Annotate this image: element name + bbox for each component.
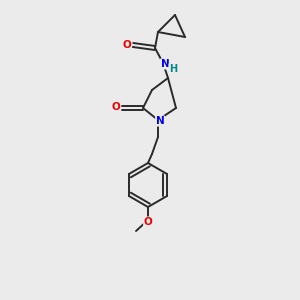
Text: N: N (156, 116, 164, 126)
Text: H: H (169, 64, 177, 74)
Text: N: N (160, 59, 169, 69)
Text: O: O (144, 217, 152, 227)
Text: O: O (123, 40, 131, 50)
Text: O: O (112, 102, 120, 112)
